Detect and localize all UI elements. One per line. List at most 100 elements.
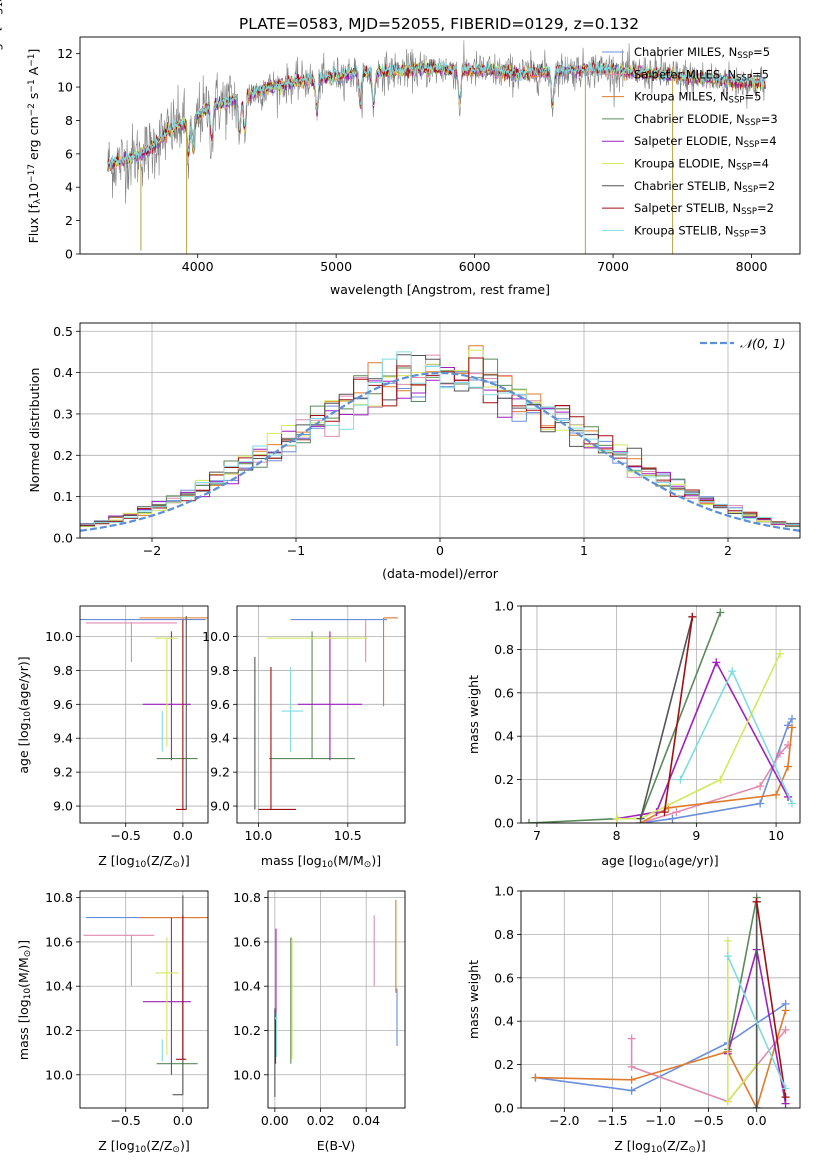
series-chabrier-stelib <box>636 612 697 823</box>
series-marker <box>723 952 732 961</box>
x-tick-label: 8000 <box>736 259 768 274</box>
y-tick-label: 10.0 <box>45 629 73 644</box>
legend-entry: Salpeter MILES, NSSP=5 <box>634 67 769 83</box>
axes-frame <box>520 890 801 1109</box>
y-tick-label: 10 <box>57 80 73 95</box>
legend-sub: SSP <box>737 51 753 61</box>
y-tick-label: 0.8 <box>494 642 514 657</box>
x-tick-label: 0.0 <box>173 828 193 843</box>
legend-value: =3 <box>761 112 778 126</box>
x-tick-label: −2.0 <box>549 1113 579 1128</box>
y-tick-label: 0.5 <box>53 324 73 339</box>
y-tick-label: 0.0 <box>494 816 514 831</box>
series-marker <box>723 1097 732 1106</box>
y-tick-label: 6 <box>65 146 73 161</box>
y-tick-label: 10.6 <box>45 934 73 949</box>
axes-frame <box>267 890 406 1109</box>
x-tick-label: 6000 <box>459 259 491 274</box>
series-line <box>727 955 787 1089</box>
y-tick-label: 9.6 <box>53 697 73 712</box>
label-part: (M/M <box>16 957 31 988</box>
errorbar-kroupa-elodie <box>155 637 179 747</box>
y-tick-label: 9.2 <box>53 765 73 780</box>
series-marker <box>776 649 785 658</box>
legend-value: =4 <box>752 157 769 171</box>
legend-entry: Kroupa STELIB, NSSP=3 <box>634 223 766 239</box>
series-marker <box>756 799 765 808</box>
legend-entry: Chabrier STELIB, NSSP=2 <box>634 179 775 195</box>
x-tick-label: 0.00 <box>261 1113 289 1128</box>
x-tick-label: 0.0 <box>747 1113 767 1128</box>
legend-entry: Salpeter ELODIE, NSSP=4 <box>634 134 777 150</box>
y-tick-label: 0.0 <box>53 531 73 546</box>
x-tick-label: 2 <box>724 543 732 558</box>
axes-frame <box>79 605 209 824</box>
legend-entry: Kroupa ELODIE, NSSP=4 <box>634 157 769 173</box>
x-tick-label: 7 <box>533 828 541 843</box>
series-marker <box>716 775 725 784</box>
y-tick-label: 0 <box>65 247 73 262</box>
errorbar-salpeter-miles <box>85 622 178 662</box>
series-marker <box>784 762 793 771</box>
series-marker <box>636 814 645 823</box>
y-axis-label: mass [log10(M/M⊙)] <box>16 940 33 1060</box>
y-axis-label: age [log10(age/yr)] <box>0 0 5 59</box>
y-tick-label: 0.3 <box>53 406 73 421</box>
y-tick-label: 0.8 <box>494 927 514 942</box>
y-tick-label: 0.4 <box>53 365 73 380</box>
legend: Chabrier MILES, NSSP=5 Salpeter MILES, NS… <box>602 45 778 240</box>
series-line <box>640 727 793 823</box>
label-part: −17 <box>27 164 37 183</box>
legend-label: Salpeter ELODIE, N <box>634 134 744 148</box>
series-salpeter-stelib <box>660 612 697 817</box>
label-part: Z [log <box>98 1138 134 1153</box>
x-tick-label: 0.04 <box>352 1113 380 1128</box>
y-tick-label: 9.4 <box>210 731 230 746</box>
legend-label: Chabrier STELIB, N <box>634 179 742 193</box>
legend-sub: SSP <box>736 74 752 84</box>
plot-area <box>80 616 208 810</box>
legend-entry: Chabrier MILES, NSSP=5 <box>634 45 770 61</box>
label-part: 10 <box>26 183 41 199</box>
label-part: (Z/Z <box>146 853 172 868</box>
label-part: ⊙ <box>364 860 372 870</box>
errorbar-salpeter-miles <box>83 934 155 987</box>
errorbar-kroupa-miles <box>383 617 398 707</box>
x-tick-label: 9 <box>692 828 700 843</box>
series-marker <box>531 1073 540 1082</box>
plot-area <box>80 345 800 538</box>
errorbar-chabrier-stelib <box>172 895 184 1096</box>
x-tick-label: 10.0 <box>245 828 273 843</box>
y-tick-label: 4 <box>65 180 73 195</box>
label-part: ⊙ <box>23 950 33 958</box>
legend-label: Salpeter STELIB, N <box>634 201 741 215</box>
label-part: )] <box>16 940 31 950</box>
legend-value: =2 <box>757 201 774 215</box>
y-tick-label: 9.2 <box>210 765 230 780</box>
x-axis-label: wavelength [Angstrom, rest frame] <box>330 282 550 297</box>
plot-area <box>274 899 398 1097</box>
y-axis-label: mass weight <box>466 960 481 1039</box>
axes-frame <box>79 36 801 255</box>
label-part: )] <box>180 853 190 868</box>
errorbar-chabrier-elodie <box>269 631 355 760</box>
series-marker <box>752 1104 761 1108</box>
y-tick-label: 0.4 <box>494 729 514 744</box>
label-part: −1 <box>27 79 37 92</box>
label-part: ⊙ <box>172 1145 180 1155</box>
x-tick-label: −1.0 <box>645 1113 675 1128</box>
legend-entry: 𝒩(0, 1) <box>740 336 786 351</box>
legend-entry: Salpeter STELIB, NSSP=2 <box>634 201 774 217</box>
series-kroupa-stelib <box>723 952 790 1093</box>
y-tick-label: 10.0 <box>202 629 230 644</box>
y-tick-label: 9.8 <box>210 663 230 678</box>
y-tick-label: 9.0 <box>53 799 73 814</box>
x-tick-label: −0.5 <box>111 828 141 843</box>
x-tick-label: 1 <box>580 543 588 558</box>
x-tick-label: 0.02 <box>307 1113 335 1128</box>
y-tick-label: 10.4 <box>233 979 261 994</box>
errorbar-salpeter-stelib <box>176 915 187 1060</box>
label-part: mass [log <box>16 999 31 1060</box>
legend-label: Kroupa STELIB, N <box>634 223 734 237</box>
